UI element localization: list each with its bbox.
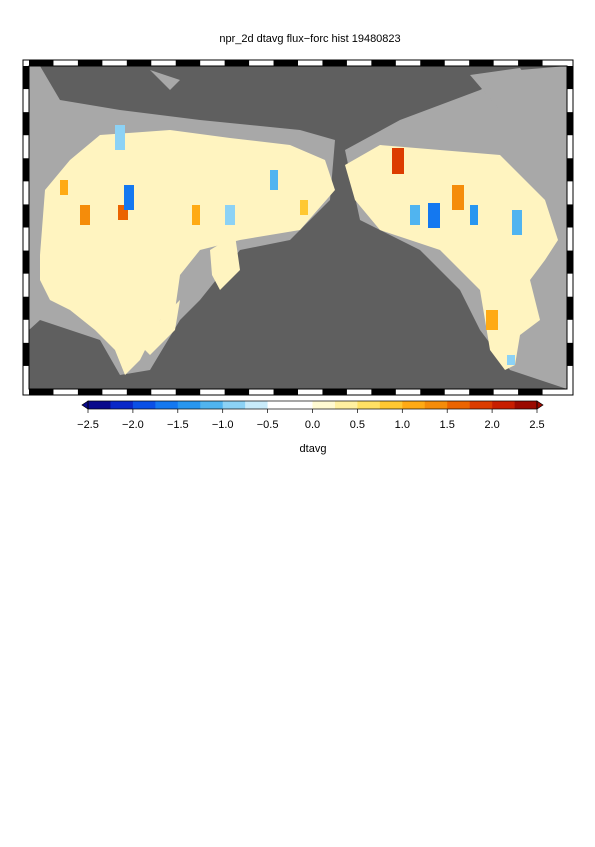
border-cell [567, 342, 573, 366]
colorbar-arrow-high [536, 400, 544, 410]
colorbar-segment [177, 401, 201, 409]
colorbar-tick-label: 1.0 [395, 419, 410, 431]
colorbar-segment [492, 401, 515, 409]
border-cell [567, 204, 573, 228]
border-cell [23, 342, 29, 366]
colorbar-segment [447, 401, 470, 409]
border-cell [224, 389, 250, 395]
border-cell [29, 389, 54, 395]
colorbar-segment [155, 401, 179, 409]
border-cell [224, 60, 250, 66]
border-cell [23, 250, 29, 274]
border-cell [469, 389, 494, 395]
border-cell [567, 250, 573, 274]
border-cell [371, 60, 396, 66]
colorbar-segment [424, 401, 448, 409]
colorbar-segment [312, 401, 336, 409]
data-north-america [345, 145, 558, 370]
colorbar-segment [267, 401, 291, 409]
data-anomalies [60, 125, 522, 365]
border-cell [273, 389, 298, 395]
border-cell [29, 60, 54, 66]
colorbar-segment [402, 401, 426, 409]
border-cell [175, 60, 201, 66]
border-cell [420, 389, 445, 395]
colorbar: −2.5 −2.0 −1.5 −1.0 −0.5 0.0 0.5 1.0 1.5 2.0 2.5 [77, 400, 545, 431]
colorbar-tick-label: 0.5 [350, 419, 365, 431]
border-cell [371, 389, 396, 395]
border-cell [23, 158, 29, 182]
colorbar-segment [222, 401, 246, 409]
colorbar-segment [357, 401, 381, 409]
colorbar-tick-label: 0.0 [305, 419, 320, 431]
border-cell [567, 66, 573, 90]
colorbar-tick-label: 2.5 [529, 419, 544, 431]
colorbar-arrow-low [81, 400, 89, 410]
border-cell [77, 60, 103, 66]
colorbar-segment [132, 401, 156, 409]
border-cell [23, 296, 29, 320]
data-islands [135, 235, 240, 355]
colorbar-tick-label: −1.5 [167, 419, 189, 431]
colorbar-segment [200, 401, 223, 409]
border-cell [518, 60, 543, 66]
border-cell [175, 389, 201, 395]
colorbar-tick-label: −2.0 [122, 419, 144, 431]
colorbar-segment [110, 401, 134, 409]
colorbar-tick-label: −1.0 [212, 419, 234, 431]
data-eurasia [40, 130, 335, 375]
colorbar-tick-label: −0.5 [257, 419, 279, 431]
colorbar-label: dtavg [300, 443, 327, 455]
colorbar-segment [290, 401, 313, 409]
colorbar-segment [469, 401, 493, 409]
border-cell [567, 112, 573, 136]
border-cell [77, 389, 103, 395]
map-title: npr_2d dtavg flux−forc hist 19480823 [219, 33, 400, 45]
map-border [22, 59, 574, 396]
colorbar-segment [245, 401, 268, 409]
colorbar-segment [88, 401, 111, 409]
border-cell [23, 112, 29, 136]
border-cell [322, 60, 347, 66]
colorbar-tick-label: 1.5 [440, 419, 455, 431]
colorbar-segment [514, 401, 538, 409]
border-cell [23, 66, 29, 90]
colorbar-tick-label: −2.5 [77, 419, 99, 431]
border-cell [23, 204, 29, 228]
border-cell [567, 158, 573, 182]
border-cell [322, 389, 347, 395]
border-cell [126, 60, 152, 66]
colorbar-tick-label: 2.0 [484, 419, 499, 431]
border-cell [518, 389, 543, 395]
land-islands [150, 68, 540, 110]
border-cell [469, 60, 494, 66]
border-cell [420, 60, 445, 66]
colorbar-segment [379, 401, 403, 409]
border-cell [273, 60, 298, 66]
map [22, 59, 574, 396]
border-cell [567, 296, 573, 320]
colorbar-segment [334, 401, 358, 409]
border-cell [126, 389, 152, 395]
